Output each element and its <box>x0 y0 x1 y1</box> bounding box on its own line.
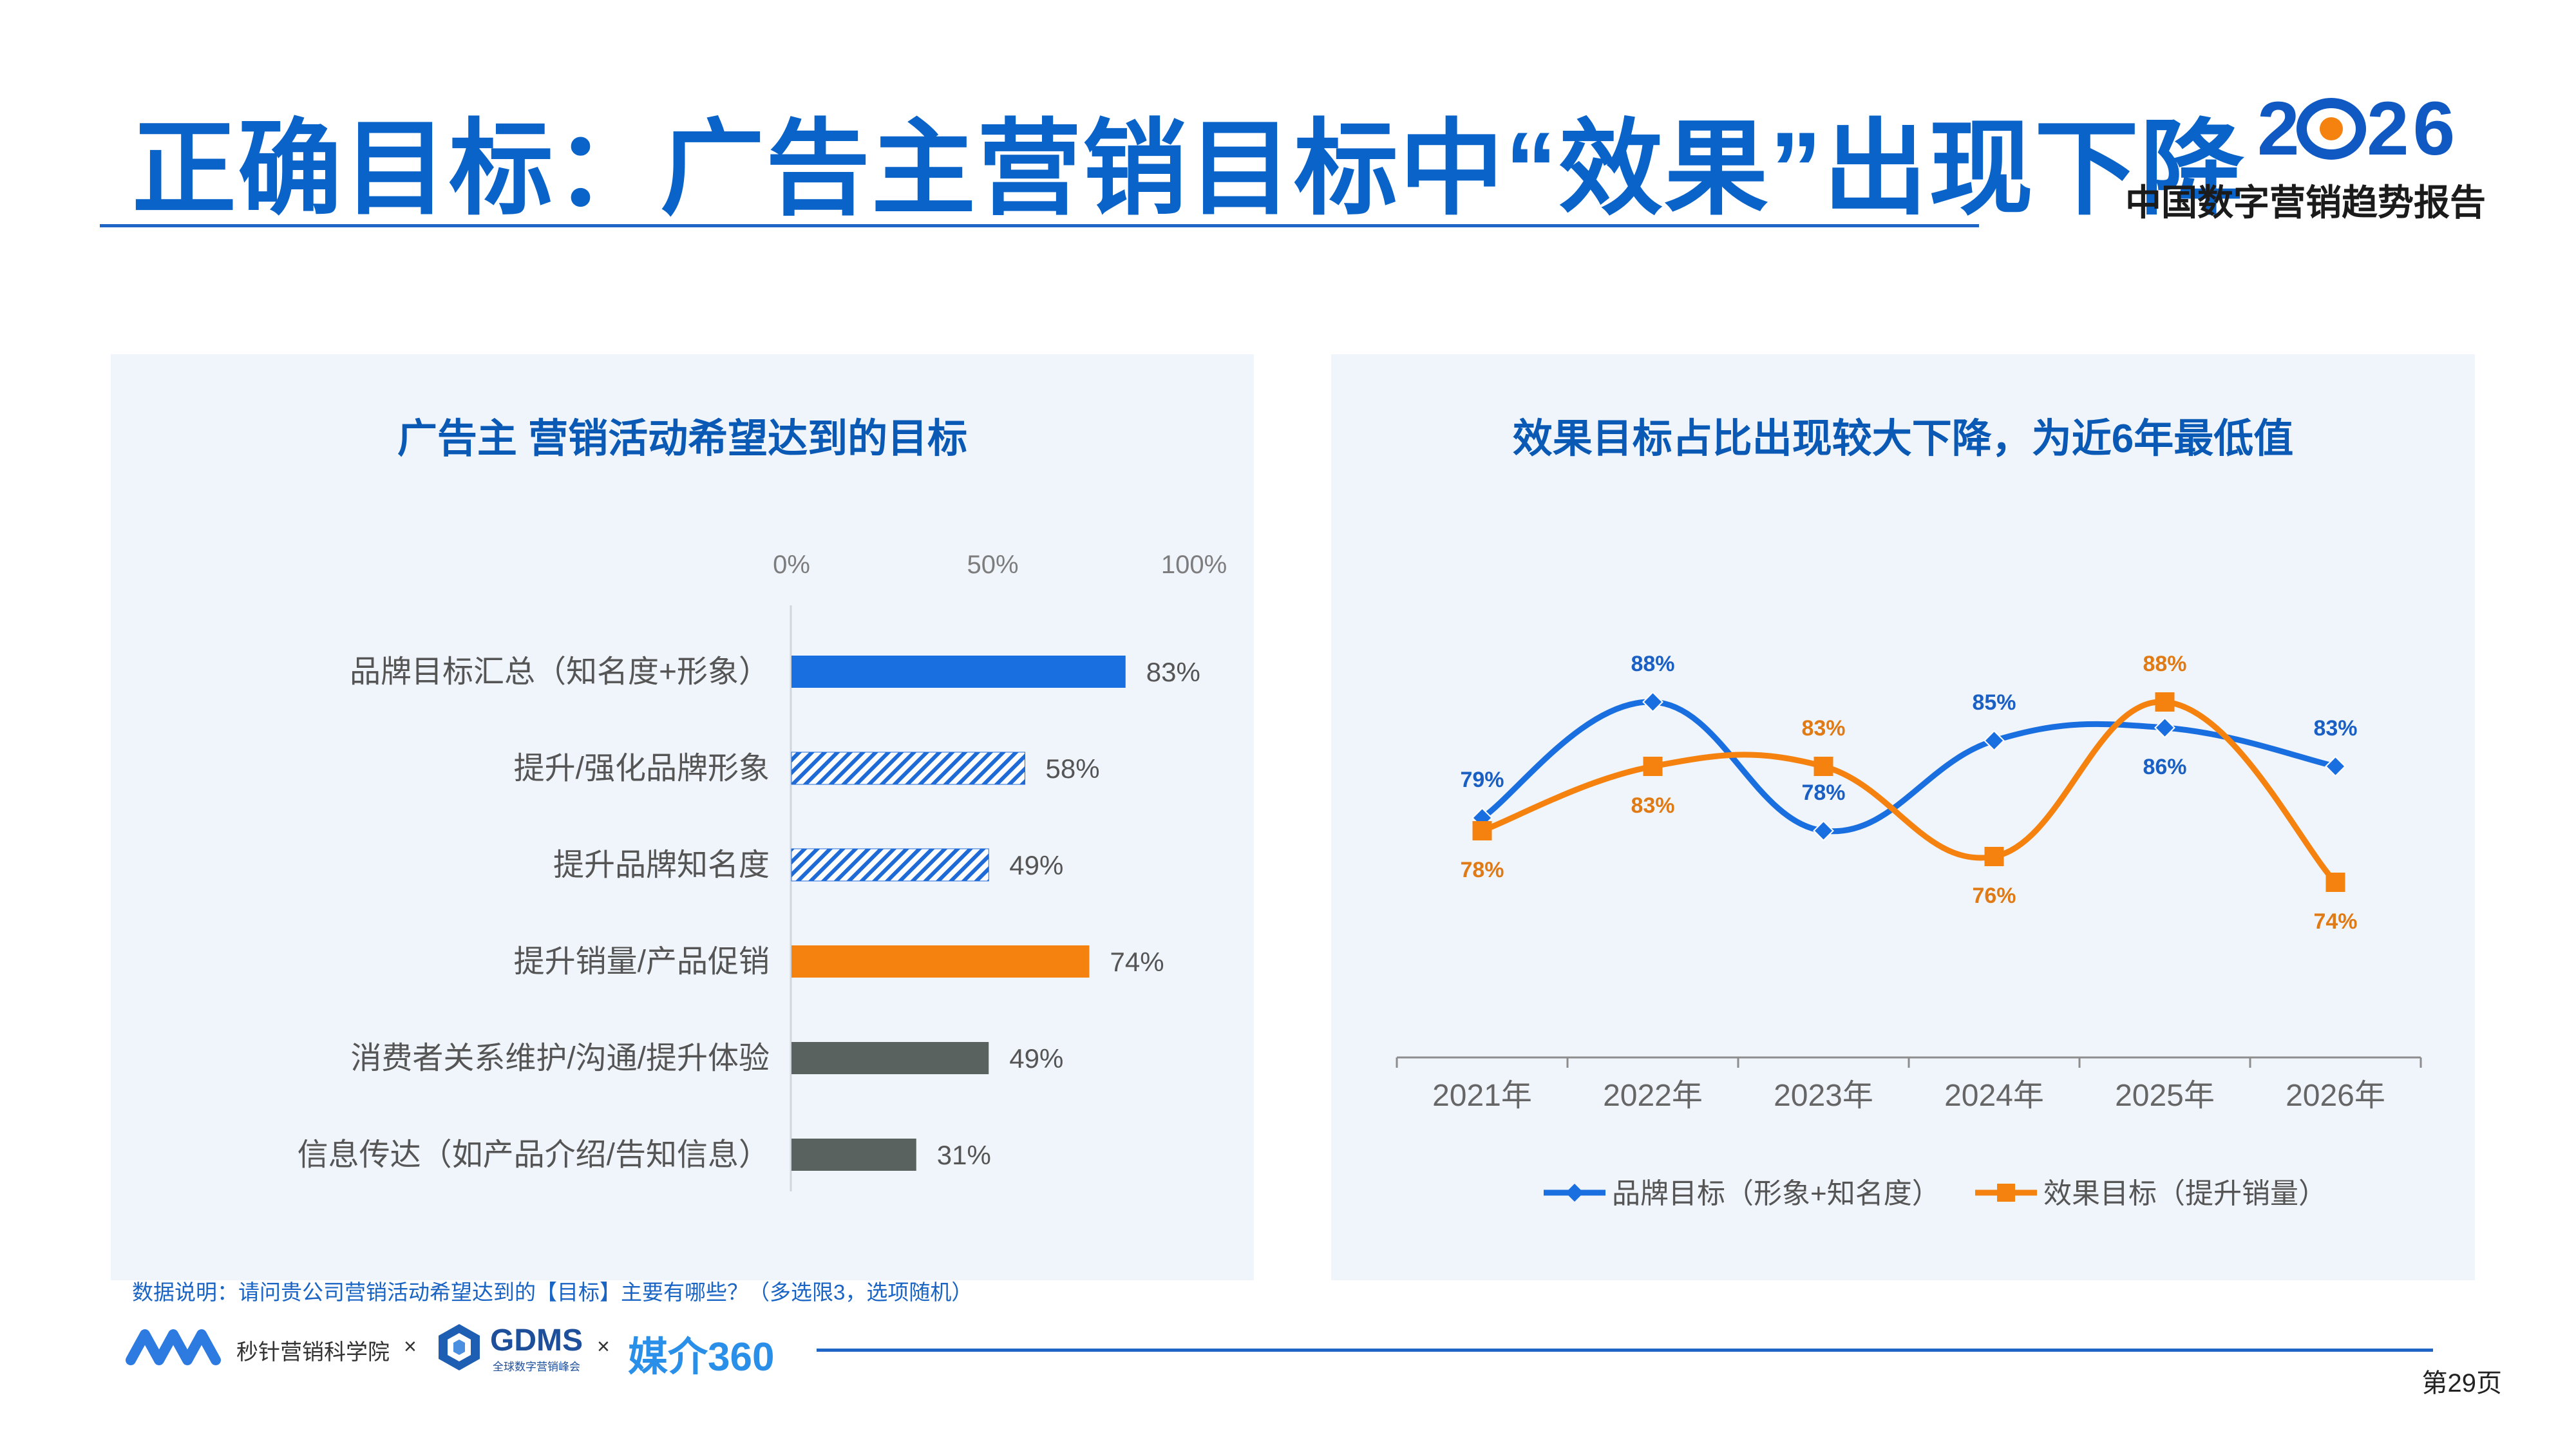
line-x-tick-label: 2024年 <box>1944 1079 2044 1113</box>
report-logo-subtitle: 中国数字营销趋势报告 <box>2125 182 2486 223</box>
line-point-square <box>1814 757 1833 776</box>
bar <box>791 1042 989 1074</box>
bar-value-label: 74% <box>1110 947 1164 977</box>
bar-value-label: 58% <box>1046 753 1100 784</box>
legend-label: 品牌目标（形象+知名度） <box>1612 1178 1940 1209</box>
bar <box>791 656 1126 688</box>
line-data-label: 78% <box>1801 781 1845 805</box>
brand-gdms-sub: 全球数字营销峰会 <box>493 1361 580 1373</box>
line-x-tick-label: 2023年 <box>1774 1079 1873 1113</box>
bar-category-label: 提升/强化品牌形象 <box>514 752 770 786</box>
bar-category-label: 消费者关系维护/沟通/提升体验 <box>350 1041 770 1075</box>
miaozhen-logo-icon <box>126 1329 221 1365</box>
bar <box>791 945 1090 978</box>
line-data-label: 76% <box>1972 884 2016 908</box>
svg-text:2: 2 <box>2257 86 2304 169</box>
line-x-tick-label: 2022年 <box>1603 1079 1703 1113</box>
bar-category-label: 品牌目标汇总（知名度+形象） <box>350 655 770 689</box>
bar-x-tick-label: 0% <box>773 551 810 579</box>
line-series-path <box>1479 699 2338 886</box>
report-logo-year: 2026 2 26 <box>2251 85 2489 187</box>
line-data-label: 83% <box>2313 716 2357 741</box>
line-data-label: 88% <box>2143 652 2186 676</box>
brand-miaozhen: 秒针营销科学院 <box>236 1340 390 1365</box>
bar-category-label: 提升销量/产品促销 <box>514 945 770 979</box>
bar <box>791 752 1025 785</box>
line-data-label: 88% <box>1631 652 1674 676</box>
line-data-label: 79% <box>1460 768 1504 792</box>
line-point-diamond <box>1984 730 2005 752</box>
svg-text:26: 26 <box>2367 86 2459 169</box>
line-data-label: 85% <box>1972 690 2016 715</box>
right-chart-panel: 效果目标占比出现较大下降，为近6年最低值 2021年 2022年 2023年 2024… <box>1331 354 2475 1280</box>
times-sign-1: × <box>404 1334 417 1359</box>
line-data-label: 78% <box>1460 858 1504 882</box>
bar-value-label: 83% <box>1146 657 1200 687</box>
logo-year-art: 2 26 <box>2257 86 2459 171</box>
line-point-diamond <box>1642 691 1663 713</box>
line-x-tick-label: 2026年 <box>2286 1079 2385 1113</box>
line-point-square <box>1472 821 1492 840</box>
times-sign-2: × <box>597 1334 610 1359</box>
legend-label: 效果目标（提升销量） <box>2043 1178 2327 1209</box>
bar-x-tick-label: 50% <box>967 551 1018 579</box>
line-point-square <box>2325 873 2345 892</box>
brand-meijie360: 媒介360 <box>628 1335 775 1379</box>
page-number: 第29页 <box>2421 1369 2503 1397</box>
bar <box>791 1139 916 1171</box>
line-point-square <box>1984 847 2004 866</box>
line-x-tick-label: 2025年 <box>2115 1079 2215 1113</box>
line-data-label: 74% <box>2313 909 2357 934</box>
brand-gdms: GDMS <box>490 1323 583 1358</box>
legend-marker-diamond <box>1566 1184 1584 1202</box>
bar-category-label: 信息传达（如产品介绍/告知信息） <box>298 1138 770 1172</box>
left-chart-title: 广告主 营销活动希望达到的目标 <box>397 417 968 461</box>
data-note: 数据说明：请问贵公司营销活动希望达到的【目标】主要有哪些？（多选限3，选项随机） <box>132 1280 973 1304</box>
line-point-diamond <box>1813 820 1834 842</box>
line-x-tick-label: 2021年 <box>1432 1079 1532 1113</box>
page-title: 正确目标：广告主营销目标中“效果”出现下降 <box>132 111 2246 227</box>
line-data-label: 86% <box>2143 755 2186 779</box>
footer-rule <box>817 1349 2433 1352</box>
left-chart-panel: 广告主 营销活动希望达到的目标 0% 50% 100% 品牌目标汇总（知名度+形象） 8… <box>111 354 1254 1280</box>
line-point-diamond <box>2154 717 2175 739</box>
bar-value-label: 31% <box>937 1140 991 1170</box>
bar-value-label: 49% <box>1009 850 1063 880</box>
bar-x-tick-label: 100% <box>1161 551 1227 579</box>
legend-marker-square <box>1997 1184 2015 1202</box>
bar-chart: 0% 50% 100% 品牌目标汇总（知名度+形象） 83% 提升/强化品牌形象 58% 提升… <box>298 551 1227 1191</box>
gdms-logo-icon <box>439 1324 480 1370</box>
right-chart-title: 效果目标占比出现较大下降，为近6年最低值 <box>1512 417 2294 461</box>
line-chart: 2021年 2022年 2023年 2024年 2025年 2026年 79% 88% 78% 8… <box>1396 652 2422 1209</box>
line-point-diamond <box>2325 755 2346 777</box>
line-series-path <box>1479 699 2338 835</box>
line-point-square <box>1643 757 1663 776</box>
title-underline <box>100 224 1979 227</box>
bar-category-label: 提升品牌知名度 <box>553 848 770 882</box>
line-data-label: 83% <box>1631 793 1674 818</box>
bar <box>791 848 989 882</box>
bar-value-label: 49% <box>1009 1043 1063 1074</box>
line-point-square <box>2155 692 2175 712</box>
line-data-label: 83% <box>1801 716 1845 741</box>
